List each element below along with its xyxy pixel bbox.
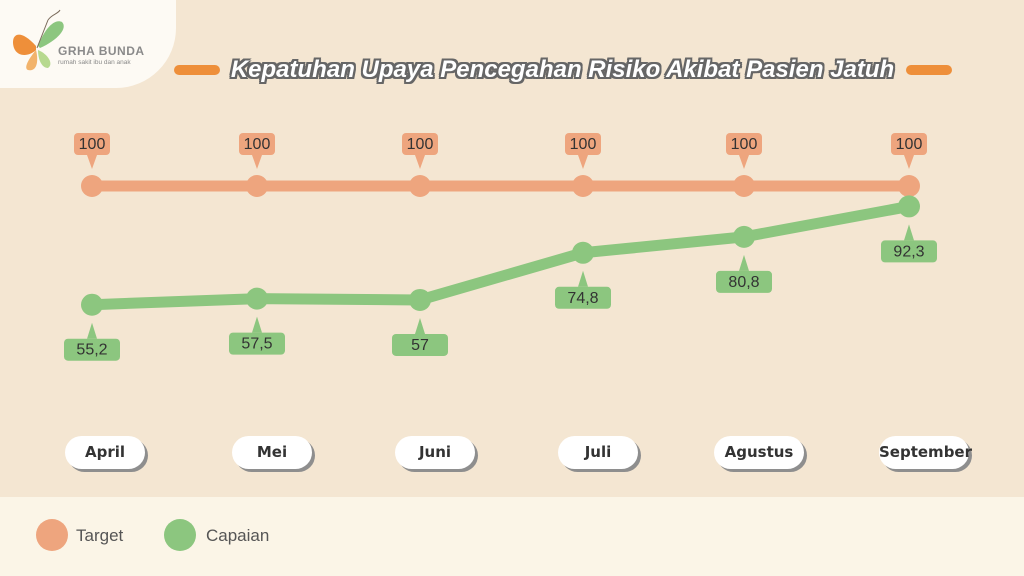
capaian-data-label: 80,8 — [728, 274, 759, 291]
target-data-label: 100 — [407, 136, 434, 153]
capaian-label-pointer — [904, 224, 914, 241]
title-bar-right — [906, 65, 952, 75]
legend-capaian-swatch — [164, 519, 196, 551]
capaian-data-label: 55,2 — [76, 342, 107, 359]
logo-tagline: rumah sakit ibu dan anak — [58, 59, 131, 66]
target-point — [898, 175, 920, 197]
target-point — [733, 175, 755, 197]
target-data-label: 100 — [570, 136, 597, 153]
x-tick-label: Agustus — [714, 436, 804, 469]
capaian-label-box — [716, 270, 772, 293]
capaian-data-label: 57,5 — [241, 336, 272, 353]
target-label-pointer — [415, 155, 425, 169]
target-data-label: 100 — [896, 136, 923, 153]
x-tick-label: September — [879, 436, 972, 469]
butterfly-logo-icon — [12, 9, 64, 71]
target-data-label: 100 — [79, 136, 106, 153]
target-point — [572, 175, 594, 197]
capaian-label-box — [64, 338, 120, 361]
target-label-pointer — [252, 155, 262, 169]
legend — [0, 497, 1024, 576]
capaian-label-pointer — [87, 322, 97, 339]
target-label-box — [726, 133, 762, 155]
target-label-pointer — [87, 155, 97, 169]
capaian-point — [409, 288, 431, 311]
target-data-label: 100 — [244, 136, 271, 153]
target-label-box — [74, 133, 110, 155]
capaian-label-pointer — [739, 254, 749, 271]
capaian-point — [733, 225, 755, 248]
legend-target-swatch — [36, 519, 68, 551]
capaian-point — [81, 293, 103, 316]
target-label-box — [239, 133, 275, 155]
target-label-pointer — [739, 155, 749, 169]
target-label-box — [402, 133, 438, 155]
target-label-box — [565, 133, 601, 155]
logo-name: GRHA BUNDA — [58, 44, 145, 58]
capaian-label-box — [229, 332, 285, 355]
capaian-label-box — [392, 333, 448, 356]
target-label-box — [891, 133, 927, 155]
capaian-point — [572, 241, 594, 264]
capaian-label-pointer — [578, 270, 588, 287]
target-point — [246, 175, 268, 197]
target-label-pointer — [578, 155, 588, 169]
target-data-label: 100 — [731, 136, 758, 153]
capaian-point — [898, 195, 920, 218]
x-tick-label: Juni — [395, 436, 475, 469]
capaian-point — [246, 287, 268, 310]
capaian-data-label: 57 — [411, 337, 429, 354]
title-bar-left — [174, 65, 220, 75]
capaian-data-label: 74,8 — [567, 290, 598, 307]
legend-target-label: Target — [76, 526, 124, 545]
line-chart: 100 100 100 100 100 100 55,2 57,5 57 74,8 80,8 92,3 — [64, 133, 937, 361]
target-label-pointer — [904, 155, 914, 169]
chart-title: Kepatuhan Upaya Pencegahan Risiko Akibat… — [230, 56, 895, 83]
x-tick-label: Juli — [558, 436, 638, 469]
capaian-label-box — [881, 240, 937, 263]
capaian-data-label: 92,3 — [893, 243, 924, 260]
target-point — [81, 175, 103, 197]
x-tick-label: April — [65, 436, 145, 469]
capaian-line — [86, 200, 915, 311]
capaian-label-pointer — [415, 317, 425, 334]
capaian-label-pointer — [252, 316, 262, 333]
capaian-label-box — [555, 286, 611, 309]
x-tick-label: Mei — [232, 436, 312, 469]
logo-card: GRHA BUNDA rumah sakit ibu dan anak — [0, 0, 176, 88]
target-point — [409, 175, 431, 197]
legend-capaian-label: Capaian — [206, 526, 270, 545]
